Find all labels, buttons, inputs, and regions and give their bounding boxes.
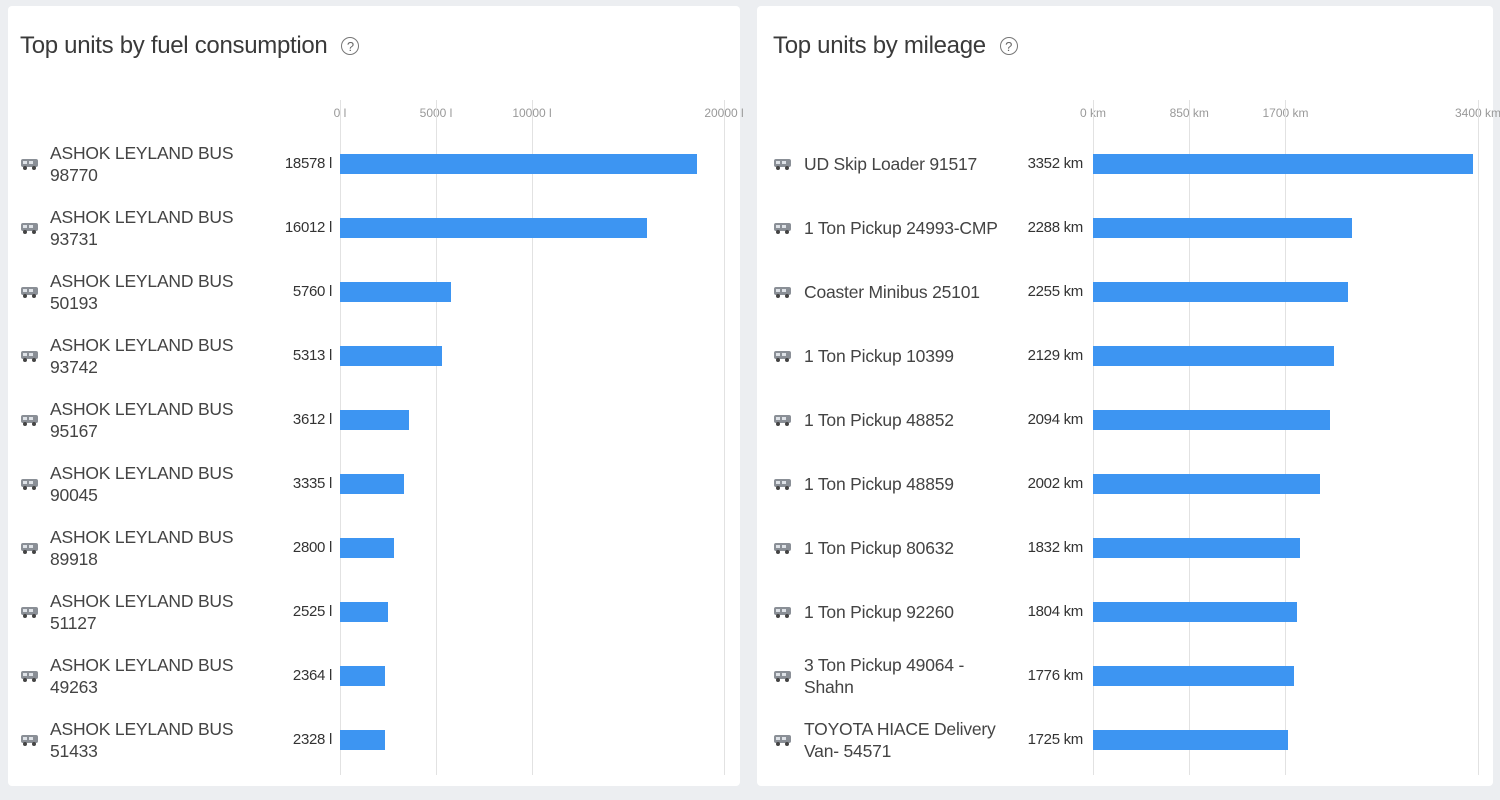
bar [1093, 602, 1298, 622]
value-label: 1725 km [1027, 731, 1084, 748]
unit-name: ASHOK LEYLAND BUS 51127 [50, 591, 234, 633]
bar [340, 154, 697, 174]
unit-name: 1 Ton Pickup 48852 [804, 410, 954, 430]
unit-name: TOYOTA HIACE Delivery Van- 54571 [804, 719, 996, 761]
unit-icon [20, 477, 40, 491]
unit-icon [773, 221, 793, 235]
unit-icon [20, 669, 40, 683]
value-label: 1804 km [1027, 603, 1084, 620]
unit-name: ASHOK LEYLAND BUS 93742 [50, 335, 234, 377]
unit-name: ASHOK LEYLAND BUS 95167 [50, 399, 234, 441]
grid-line [1477, 100, 1479, 775]
bar [340, 282, 451, 302]
bar [340, 410, 410, 430]
grid-line [1285, 100, 1286, 775]
unit-icon [773, 605, 793, 619]
grid-line [339, 100, 341, 775]
value-label: 2288 km [1027, 219, 1084, 236]
bar [340, 346, 442, 366]
value-label: 18578 l [284, 155, 332, 172]
value-label: 1776 km [1027, 667, 1084, 684]
unit-name: UD Skip Loader 91517 [804, 154, 978, 174]
bar [340, 666, 386, 686]
value-label: 2364 l [292, 667, 332, 684]
unit-name: 3 Ton Pickup 49064 - Shahn [804, 655, 965, 697]
value-label: 2094 km [1027, 411, 1084, 428]
help-icon[interactable]: ? [999, 37, 1018, 55]
value-label: 2525 l [292, 603, 332, 620]
unit-name: ASHOK LEYLAND BUS 98770 [50, 143, 234, 185]
grid-line [1092, 100, 1094, 775]
unit-icon [20, 541, 40, 555]
unit-name: 1 Ton Pickup 24993-CMP [804, 218, 998, 238]
value-label: 2328 l [292, 731, 332, 748]
value-label: 2255 km [1027, 283, 1084, 300]
grid-line [1188, 100, 1190, 775]
x-tick-label: 3400 km [1454, 106, 1500, 120]
unit-icon [20, 221, 40, 235]
unit-icon [20, 285, 40, 299]
mileage-panel [757, 6, 1493, 786]
unit-icon [20, 413, 40, 427]
bar [1093, 346, 1335, 366]
value-label: 16012 l [284, 219, 332, 236]
unit-icon [20, 733, 40, 747]
bar [1093, 666, 1295, 686]
unit-icon [20, 157, 40, 171]
value-label: 2002 km [1027, 475, 1084, 492]
grid-line [531, 100, 533, 775]
grid-line [723, 100, 725, 775]
bar [340, 474, 405, 494]
grid-line [435, 100, 437, 775]
value-label: 1832 km [1027, 539, 1084, 556]
value-label: 5760 l [292, 283, 332, 300]
unit-name: 1 Ton Pickup 48859 [804, 474, 954, 494]
value-label: 3352 km [1027, 155, 1084, 172]
value-label: 2800 l [292, 539, 332, 556]
unit-name: ASHOK LEYLAND BUS 50193 [50, 271, 234, 313]
unit-icon [20, 605, 40, 619]
chart-title: Top units by mileage [773, 32, 986, 59]
bar [1093, 154, 1473, 174]
help-icon[interactable]: ? [341, 37, 360, 55]
unit-icon [773, 733, 793, 747]
bar [340, 730, 385, 750]
unit-icon [773, 541, 793, 555]
bar [1093, 282, 1349, 302]
value-label: 5313 l [292, 347, 332, 364]
unit-name: ASHOK LEYLAND BUS 51433 [50, 719, 234, 761]
unit-icon [20, 349, 40, 363]
bar [340, 538, 394, 558]
unit-name: 1 Ton Pickup 92260 [804, 602, 954, 622]
unit-name: ASHOK LEYLAND BUS 93731 [50, 207, 234, 249]
unit-icon [773, 669, 793, 683]
unit-icon [773, 477, 793, 491]
value-label: 3335 l [292, 475, 332, 492]
unit-icon [773, 285, 793, 299]
unit-icon [773, 157, 793, 171]
bar [1093, 474, 1320, 494]
fuel-panel [8, 6, 740, 786]
chart-header: Top units by mileage? [773, 32, 1018, 60]
unit-icon [773, 413, 793, 427]
value-label: 3612 l [292, 411, 332, 428]
unit-name: ASHOK LEYLAND BUS 49263 [50, 655, 234, 697]
bar [1093, 410, 1331, 430]
bar [340, 218, 648, 238]
value-label: 2129 km [1027, 347, 1084, 364]
chart-title: Top units by fuel consumption [20, 32, 328, 59]
bar [1093, 538, 1301, 558]
bar [340, 602, 389, 622]
unit-name: 1 Ton Pickup 10399 [804, 346, 954, 366]
bar [1093, 218, 1353, 238]
chart-header: Top units by fuel consumption? [20, 32, 360, 60]
bar [1093, 730, 1289, 750]
unit-name: ASHOK LEYLAND BUS 89918 [50, 527, 234, 569]
unit-icon [773, 349, 793, 363]
unit-name: 1 Ton Pickup 80632 [804, 538, 954, 558]
unit-name: ASHOK LEYLAND BUS 90045 [50, 463, 234, 505]
unit-name: Coaster Minibus 25101 [804, 282, 980, 302]
